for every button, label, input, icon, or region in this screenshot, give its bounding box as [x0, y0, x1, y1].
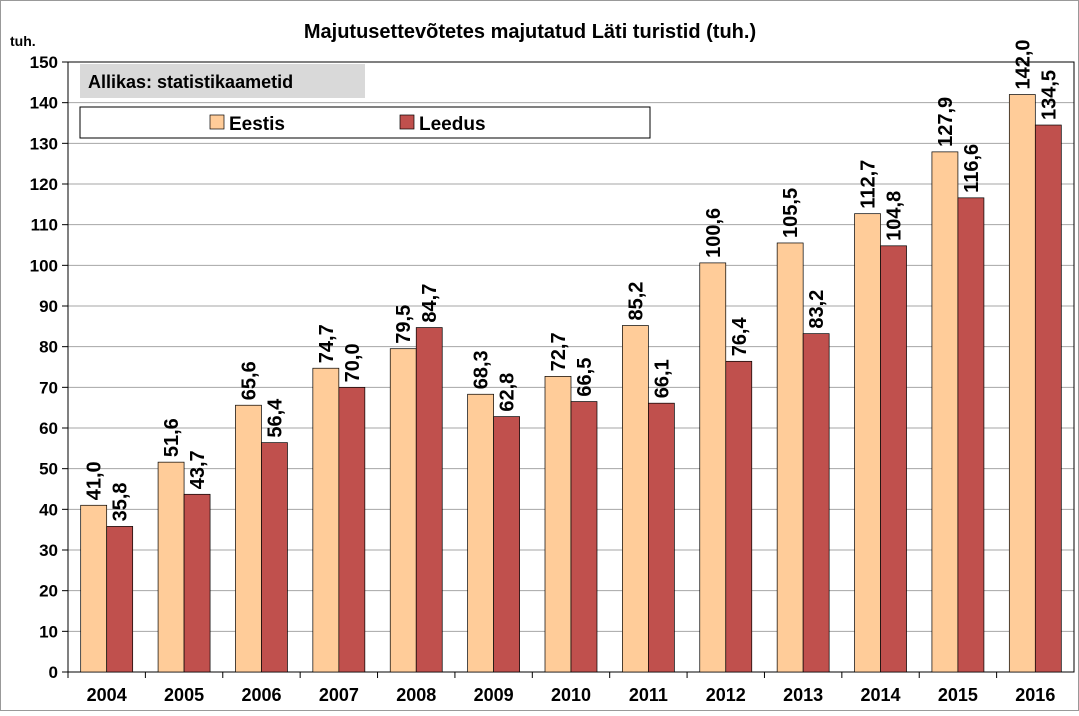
y-axis-label: tuh.	[10, 33, 36, 49]
y-tick-label: 130	[30, 134, 58, 153]
bar	[570, 401, 598, 673]
bar	[776, 242, 804, 673]
legend-box	[79, 106, 651, 139]
chart-title: Majutusettevõtetes majutatud Läti turist…	[304, 21, 756, 43]
bar	[544, 376, 572, 673]
bar	[157, 461, 185, 673]
data-label: 43,7	[187, 450, 209, 489]
bar	[931, 151, 959, 673]
bar	[880, 245, 907, 673]
x-tick-label: 2004	[87, 685, 127, 705]
bar	[467, 393, 494, 673]
x-tick-label: 2009	[474, 685, 514, 705]
x-tick-label: 2010	[551, 685, 591, 705]
data-label: 66,5	[574, 358, 596, 397]
data-label: 65,6	[238, 361, 260, 400]
x-tick-label: 2013	[783, 685, 823, 705]
bar	[106, 526, 134, 673]
y-tick-label: 80	[39, 338, 58, 357]
y-tick-label: 120	[30, 175, 58, 194]
data-label: 134,5	[1038, 70, 1060, 120]
y-tick-label: 70	[39, 378, 58, 397]
y-tick-label: 60	[39, 419, 58, 438]
data-label: 127,9	[935, 97, 957, 147]
bar	[338, 386, 366, 673]
bar	[415, 327, 443, 673]
data-label: 100,6	[703, 208, 725, 258]
data-label: 104,8	[884, 191, 906, 241]
data-label: 142,0	[1012, 39, 1034, 89]
legend-label: Eestis	[229, 114, 285, 135]
x-tick-label: 2015	[938, 685, 978, 705]
data-label: 56,4	[264, 398, 286, 438]
legend-swatch	[399, 114, 415, 130]
y-tick-label: 20	[39, 582, 58, 601]
bar	[80, 504, 108, 673]
y-tick-label: 100	[30, 256, 58, 275]
x-tick-label: 2005	[164, 685, 204, 705]
data-label: 72,7	[548, 332, 570, 371]
data-label: 66,1	[651, 359, 673, 398]
bar	[622, 325, 649, 673]
y-tick-label: 50	[39, 460, 58, 479]
x-tick-label: 2012	[706, 685, 746, 705]
data-label: 62,8	[497, 373, 519, 412]
x-tick-label: 2008	[396, 685, 436, 705]
y-tick-label: 90	[39, 297, 58, 316]
x-tick-label: 2011	[629, 685, 668, 705]
bar	[312, 367, 340, 673]
bar	[389, 348, 417, 673]
data-label: 112,7	[858, 160, 880, 209]
data-label: 68,3	[471, 350, 493, 389]
annotation: Allikas: statistikaametid	[88, 72, 293, 92]
data-label: 41,0	[84, 461, 106, 500]
data-label: 74,7	[316, 324, 338, 363]
data-label: 70,0	[342, 343, 364, 382]
data-label: 116,6	[961, 144, 983, 193]
data-label: 51,6	[161, 418, 183, 457]
bar	[261, 442, 288, 673]
x-tick-label: 2007	[319, 685, 359, 705]
data-label: 83,2	[806, 290, 828, 329]
data-label: 79,5	[393, 305, 415, 344]
data-label: 84,7	[419, 284, 441, 323]
x-tick-label: 2006	[241, 685, 281, 705]
legend-swatch	[209, 114, 225, 130]
bar	[183, 493, 211, 673]
bar	[699, 262, 727, 673]
x-tick-label: 2016	[1015, 685, 1055, 705]
annotation-box	[80, 64, 365, 98]
y-tick-label: 40	[39, 500, 58, 519]
bar	[1034, 124, 1062, 673]
y-tick-label: 110	[31, 216, 58, 235]
bar	[957, 197, 985, 673]
data-label: 76,4	[729, 317, 751, 357]
x-tick-label: 2014	[861, 685, 901, 705]
bar	[235, 404, 262, 673]
y-tick-label: 150	[30, 53, 58, 72]
data-label: 85,2	[625, 282, 647, 321]
legend-label: Leedus	[419, 114, 486, 135]
y-tick-label: 30	[39, 541, 58, 560]
bar	[1008, 94, 1036, 673]
y-tick-label: 0	[49, 663, 58, 682]
data-label: 105,5	[780, 188, 802, 238]
y-tick-label: 140	[30, 94, 58, 113]
bar	[854, 213, 881, 673]
y-tick-label: 10	[39, 622, 58, 641]
data-label: 35,8	[110, 482, 132, 521]
bar	[648, 402, 675, 673]
bar	[725, 360, 753, 673]
bar	[493, 416, 520, 673]
bar	[802, 333, 830, 673]
